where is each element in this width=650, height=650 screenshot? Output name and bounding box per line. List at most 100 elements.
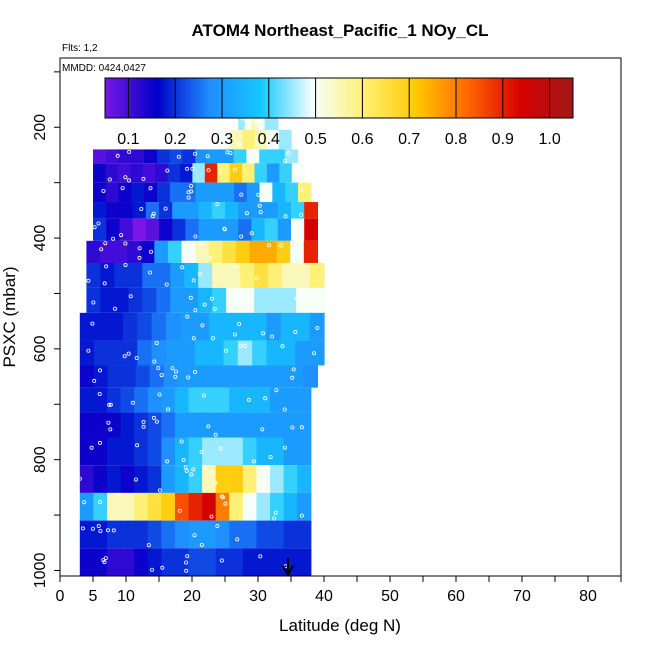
sample-point <box>291 367 296 372</box>
heatmap-cell <box>244 113 252 131</box>
heatmap-cell <box>283 492 298 521</box>
x-axis-tick-label: 70 <box>513 588 531 605</box>
heatmap-bands <box>79 113 325 576</box>
heatmap-cell <box>147 548 162 576</box>
heatmap-cell <box>147 412 162 438</box>
sample-point <box>146 543 151 548</box>
heatmap-cell <box>282 287 297 313</box>
heatmap-cell <box>263 240 278 263</box>
sample-point <box>184 560 189 565</box>
heatmap-cell <box>93 412 108 438</box>
heatmap-cell <box>251 113 259 131</box>
heatmap-cell <box>304 202 318 219</box>
heatmap-cell <box>259 182 273 203</box>
heatmap-cell <box>134 465 149 493</box>
heatmap-cell <box>106 520 122 549</box>
sample-point <box>185 554 190 559</box>
sample-point <box>185 166 190 171</box>
heatmap-cell <box>94 340 110 366</box>
heatmap-cell <box>93 520 108 549</box>
sample-point <box>256 192 261 197</box>
sample-point <box>179 439 184 444</box>
heatmap-cell <box>242 437 258 466</box>
heatmap-cell <box>79 312 95 341</box>
heatmap-cell <box>215 492 230 521</box>
heatmap-cell <box>118 182 133 203</box>
sample-point <box>173 369 178 374</box>
heatmap-cell <box>283 520 298 549</box>
sample-point <box>205 154 210 159</box>
sample-point <box>111 236 116 241</box>
x-axis: 0 5 10 20 30 40 50 60 70 80 <box>56 576 622 605</box>
sample-point <box>263 396 268 401</box>
heatmap-cell <box>205 365 221 388</box>
sample-point <box>299 425 304 430</box>
heatmap-cell <box>134 387 149 413</box>
heatmap-cell <box>246 149 260 164</box>
heatmap-cell <box>120 412 135 438</box>
sample-point <box>299 513 304 518</box>
sample-point <box>148 270 153 275</box>
sample-point <box>199 449 204 454</box>
heatmap-cell <box>135 365 151 388</box>
heatmap-cell <box>147 465 162 493</box>
sample-point <box>290 425 295 430</box>
heatmap-cell <box>304 218 318 241</box>
sample-point <box>189 183 194 188</box>
heatmap-cell <box>93 365 109 388</box>
sample-point <box>193 308 198 313</box>
heatmap-cell <box>184 262 199 288</box>
heatmap-cell <box>276 240 291 263</box>
heatmap-cell <box>131 182 145 203</box>
heatmap-cell <box>247 365 263 388</box>
heatmap-cell <box>108 340 124 366</box>
sample-point <box>197 271 202 276</box>
heatmap-cell <box>170 262 185 288</box>
sample-point <box>246 397 251 402</box>
sample-point <box>133 477 138 482</box>
sample-point <box>97 440 102 445</box>
sample-point <box>113 306 118 311</box>
sample-point <box>257 203 262 208</box>
heatmap-cell <box>179 163 193 183</box>
sample-point <box>215 202 220 207</box>
y-axis-tick-label: 1000 <box>32 553 49 589</box>
heatmap-cell <box>120 520 135 549</box>
heatmap-cell <box>256 548 271 576</box>
colorbar-tick-label: 1.0 <box>538 131 560 148</box>
heatmap-cell <box>145 202 160 219</box>
heatmap-cell <box>297 520 312 549</box>
heatmap-cell <box>270 492 285 521</box>
sample-point <box>82 500 87 505</box>
heatmap-cell <box>185 202 200 219</box>
heatmap-cell <box>261 365 277 388</box>
heatmap-cell <box>144 149 158 164</box>
sample-point <box>108 402 113 407</box>
sample-point <box>107 402 112 407</box>
sample-point <box>215 524 220 529</box>
y-axis-label: PSXC (mbar) <box>0 266 19 367</box>
heatmap-cell <box>128 262 143 288</box>
sample-point <box>103 556 108 561</box>
colorbar-tick-label: 0.3 <box>211 131 233 148</box>
heatmap-cell <box>266 340 282 366</box>
heatmap-cell <box>117 163 131 183</box>
sample-point <box>222 143 227 148</box>
heatmap-cell <box>303 365 318 388</box>
sample-point <box>90 321 95 326</box>
sample-point <box>265 479 270 484</box>
heatmap-cell <box>105 182 120 203</box>
heatmap-cell <box>106 387 122 413</box>
colorbar-tick-label: 0.6 <box>351 131 373 148</box>
heatmap-cell <box>266 163 280 183</box>
heatmap-cell <box>221 182 235 203</box>
sample-point <box>106 420 111 425</box>
heatmap-cell <box>137 340 153 366</box>
heatmap-cell <box>256 465 271 493</box>
heatmap-cell <box>252 340 268 366</box>
sample-point <box>148 249 153 254</box>
heatmap-cell <box>225 218 239 241</box>
heatmap-cell <box>229 465 244 493</box>
sample-point <box>235 537 240 542</box>
sample-point <box>213 432 218 437</box>
